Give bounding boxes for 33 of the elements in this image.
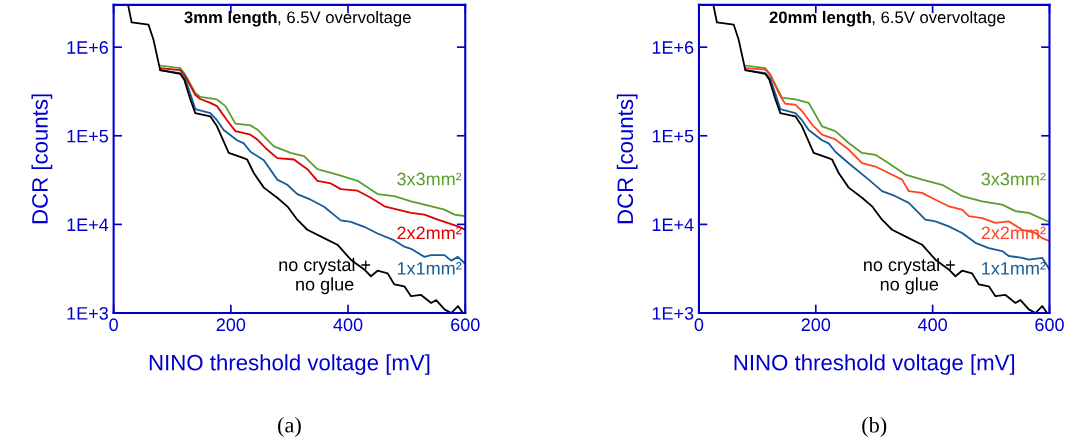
y-tick-label: 1E+4 [67,218,109,231]
y-axis-title: DCR [counts] [31,94,53,224]
x-axis-title: NINO threshold voltage [mV] [149,354,430,375]
y-tick-label: 1E+5 [652,129,694,143]
series-label: 2x2mm² [397,226,462,240]
x-tick-label: 600 [451,318,480,332]
text: (a) [278,416,301,438]
x-tick-label: 0 [694,318,704,332]
x-tick-label: 600 [1035,318,1064,332]
series-label: 3x3mm² [981,172,1046,186]
text: (b) [862,416,887,438]
chart-title: 3mm length [184,10,277,27]
x-tick-label: 200 [801,318,831,332]
series-label: 1x1mm² [397,262,462,275]
series-label: no crystal + no glue [864,257,955,295]
x-axis-title: NINO threshold voltage [mV] [734,354,1015,375]
x-tick-label: 0 [109,318,118,332]
x-tick-label: 400 [917,318,947,332]
y-tick-label: 1E+6 [652,41,694,54]
chart-subtitle: , 6.5V overvoltage [278,10,411,27]
y-tick-label: 1E+4 [652,218,694,231]
chart-title: 20mm length [769,10,871,27]
x-tick-label: 400 [333,318,363,332]
y-tick-label: 1E+3 [652,306,694,320]
y-tick-label: 1E+5 [67,129,109,143]
y-tick-label: 1E+6 [67,41,108,54]
series-label: no crystal + no glue [279,257,371,295]
y-axis-title: DCR [counts] [616,94,638,224]
chart-subtitle: , 6.5V overvoltage [872,10,1005,27]
series-label: 3x3mm² [397,172,462,186]
series-label: 1x1mm² [982,262,1046,275]
y-tick-label: 1E+3 [67,306,108,320]
x-tick-label: 200 [216,318,246,332]
